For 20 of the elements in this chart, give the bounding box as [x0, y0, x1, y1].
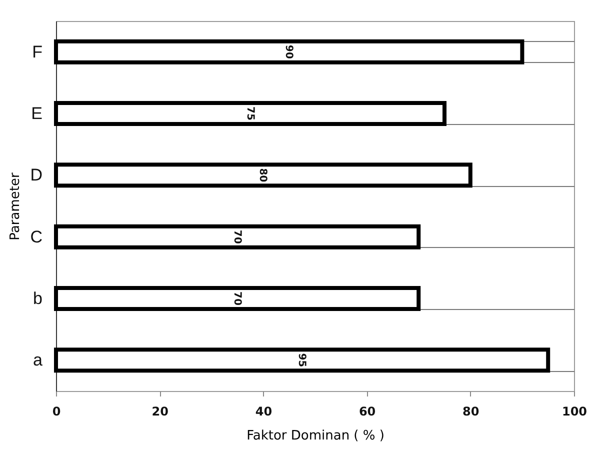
x-tick-label: 0	[52, 404, 61, 418]
data-label: 90	[283, 44, 294, 59]
data-label: 75	[244, 106, 256, 120]
data-label: 80	[257, 168, 268, 182]
x-tick-label: 100	[562, 404, 588, 418]
data-label: 70	[231, 230, 242, 244]
y-axis-title: Parameter	[8, 172, 24, 240]
y-tick-label: F	[32, 42, 42, 62]
x-tick-label: 20	[152, 404, 168, 418]
y-tick-label: b	[33, 289, 42, 308]
y-tick-label: E	[31, 104, 42, 123]
data-label: 95	[296, 353, 308, 368]
x-tick-label: 60	[358, 404, 376, 418]
y-tick-label: C	[30, 227, 42, 246]
x-tick-label: 40	[255, 404, 272, 418]
x-tick-label: 80	[462, 404, 480, 418]
y-tick-label: D	[30, 166, 42, 185]
data-label: 70	[231, 292, 242, 306]
x-axis-title: Faktor Dominan ( % )	[246, 428, 384, 444]
y-tick-label: a	[33, 350, 44, 370]
